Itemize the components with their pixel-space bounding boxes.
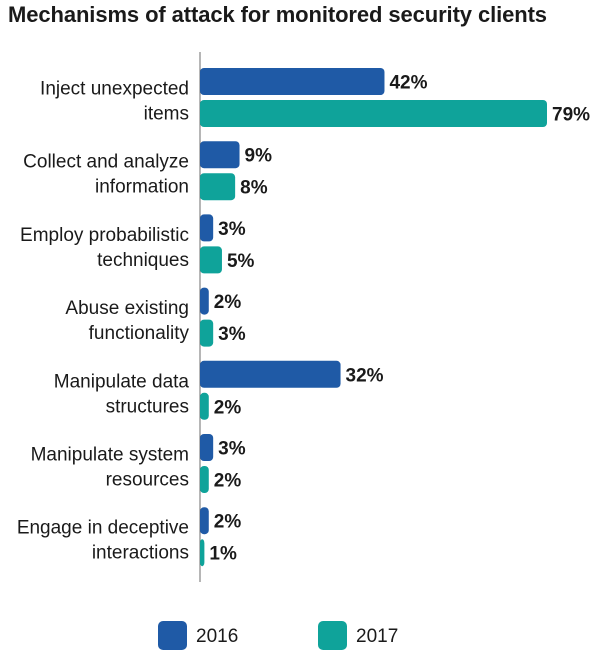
bar-2016 xyxy=(200,287,209,315)
legend-label-2016: 2016 xyxy=(196,626,238,647)
category-label: Manipulate system resources xyxy=(31,445,189,491)
chart-title: Mechanisms of attack for monitored secur… xyxy=(8,2,547,27)
bar-2016 xyxy=(200,68,385,95)
value-labels: 42% 79% 9% 8% 3% 5% 2% 3% 32% 2% 3% 2% 2% 1% xyxy=(209,73,590,565)
category-label-line: resources xyxy=(106,470,189,491)
category-label: Engage in deceptive interactions xyxy=(17,518,189,564)
category-label-line: Engage in deceptive xyxy=(17,518,189,539)
data-label: 3% xyxy=(218,324,246,345)
legend: 2016 2017 xyxy=(158,621,398,650)
bar-2017 xyxy=(200,100,547,127)
data-label: 1% xyxy=(209,544,237,565)
category-label-line: Manipulate system xyxy=(31,445,189,466)
category-label-line: Inject unexpected xyxy=(40,79,189,100)
category-label-line: Employ probabilistic xyxy=(20,225,189,246)
data-label: 3% xyxy=(218,439,246,460)
bar-2017 xyxy=(200,319,214,347)
data-label: 2% xyxy=(214,512,242,533)
category-label: Inject unexpected items xyxy=(40,79,189,125)
bar-2017 xyxy=(200,246,222,274)
category-label-line: structures xyxy=(106,396,189,417)
bar-2017 xyxy=(200,392,209,420)
data-label: 32% xyxy=(346,365,384,386)
bar-2017 xyxy=(200,539,205,567)
bar-2016 xyxy=(200,507,209,535)
legend-swatch-2017 xyxy=(318,621,347,650)
category-label-line: techniques xyxy=(97,250,189,271)
category-label-line: Abuse existing xyxy=(65,298,189,319)
data-label: 3% xyxy=(218,219,246,240)
category-label: Manipulate data structures xyxy=(54,371,190,417)
category-label-line: information xyxy=(95,177,189,198)
data-label: 2% xyxy=(214,397,242,418)
data-label: 2% xyxy=(214,471,242,492)
category-label-line: Manipulate data xyxy=(54,371,190,392)
category-label-line: functionality xyxy=(89,323,190,344)
category-label-line: interactions xyxy=(92,543,189,564)
category-label: Employ probabilistic techniques xyxy=(20,225,189,271)
category-labels: Inject unexpected items Collect and analyz… xyxy=(17,79,190,564)
bar-2017 xyxy=(200,466,209,493)
bar-2017 xyxy=(200,173,236,201)
category-label-line: Collect and analyze xyxy=(23,152,189,173)
bar-2016 xyxy=(200,214,214,242)
category-label: Collect and analyze information xyxy=(23,152,189,198)
bar-2016 xyxy=(200,434,214,461)
legend-label-2017: 2017 xyxy=(356,626,398,647)
bars xyxy=(200,68,547,567)
data-label: 9% xyxy=(245,146,273,167)
bar-2016 xyxy=(200,360,341,388)
data-label: 5% xyxy=(227,251,255,272)
category-label: Abuse existing functionality xyxy=(65,298,189,344)
data-label: 79% xyxy=(552,105,590,126)
legend-swatch-2016 xyxy=(158,621,187,650)
data-label: 2% xyxy=(214,292,242,313)
bar-2016 xyxy=(200,141,240,169)
category-label-line: items xyxy=(144,104,189,125)
data-label: 42% xyxy=(389,73,427,94)
data-label: 8% xyxy=(240,178,268,199)
